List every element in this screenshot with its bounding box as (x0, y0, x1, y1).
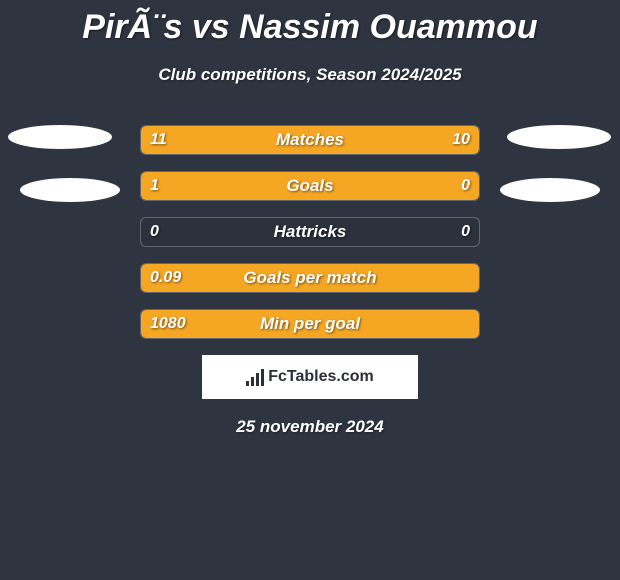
stat-row: Goals per match0.09 (0, 263, 620, 293)
player-badge-ellipse (20, 178, 120, 202)
stat-row: Min per goal1080 (0, 309, 620, 339)
stat-bar-left (141, 172, 401, 200)
stat-bar-track (140, 125, 480, 155)
player-badge-ellipse (500, 178, 600, 202)
stat-bar-left (141, 264, 479, 292)
stats-container: Matches1110Goals10Hattricks00Goals per m… (0, 125, 620, 339)
stat-bar-right (401, 172, 479, 200)
stat-bar-right (317, 126, 479, 154)
stat-bar-track (140, 171, 480, 201)
player-badge-ellipse (8, 125, 112, 149)
page-title: PirÃ¨s vs Nassim Ouammou (0, 0, 620, 47)
fctables-logo: FcTables.com (202, 355, 418, 399)
stat-bar-track (140, 217, 480, 247)
player-badge-ellipse (507, 125, 611, 149)
stat-bar-left (141, 126, 317, 154)
stat-bar-track (140, 263, 480, 293)
logo-text: FcTables.com (268, 368, 374, 386)
logo-bars-icon (246, 368, 264, 386)
stat-row: Hattricks00 (0, 217, 620, 247)
stat-bar-left (141, 310, 479, 338)
generated-date: 25 november 2024 (0, 417, 620, 437)
stat-bar-track (140, 309, 480, 339)
page-subtitle: Club competitions, Season 2024/2025 (0, 65, 620, 85)
